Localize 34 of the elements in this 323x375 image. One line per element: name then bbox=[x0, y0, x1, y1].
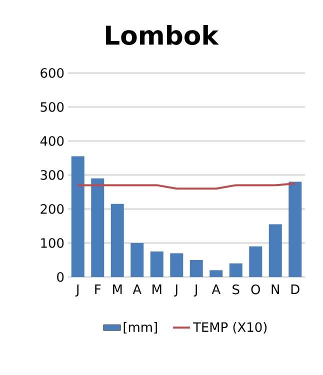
bar bbox=[229, 263, 242, 277]
y-tick-label: 300 bbox=[40, 170, 64, 180]
x-tick-label: S bbox=[232, 284, 240, 294]
y-tick-label: 400 bbox=[40, 136, 64, 146]
bar bbox=[130, 243, 144, 277]
bar bbox=[150, 252, 164, 277]
bar bbox=[288, 182, 302, 277]
x-tick-label: F bbox=[95, 284, 101, 294]
y-tick-label: 600 bbox=[40, 68, 64, 78]
bar bbox=[91, 178, 104, 277]
x-tick-label: M bbox=[113, 284, 122, 294]
bar bbox=[71, 156, 84, 277]
y-tick-label: 100 bbox=[41, 238, 64, 248]
legend-label: [mm] bbox=[124, 322, 157, 334]
bar bbox=[249, 246, 262, 277]
x-tick-label: J bbox=[174, 284, 178, 297]
bar bbox=[170, 253, 184, 277]
bar bbox=[268, 224, 282, 277]
x-tick-label: J bbox=[194, 284, 198, 297]
x-tick-label: N bbox=[272, 284, 279, 294]
x-tick-label: A bbox=[212, 284, 220, 294]
x-tick-label: D bbox=[291, 284, 300, 294]
x-tick-label: J bbox=[75, 284, 79, 297]
x-tick-label: A bbox=[132, 284, 142, 294]
bar bbox=[210, 270, 223, 277]
y-tick-label: 500 bbox=[40, 102, 64, 112]
y-tick-label: 0 bbox=[57, 272, 64, 282]
y-tick-label: 200 bbox=[40, 204, 64, 214]
x-tick-label: O bbox=[251, 284, 260, 294]
chart-title: Lombok bbox=[106, 24, 219, 46]
legend-label: TEMP (X10) bbox=[193, 322, 267, 334]
x-tick-label: M bbox=[152, 284, 162, 294]
bar bbox=[110, 204, 124, 277]
bar bbox=[190, 260, 203, 277]
